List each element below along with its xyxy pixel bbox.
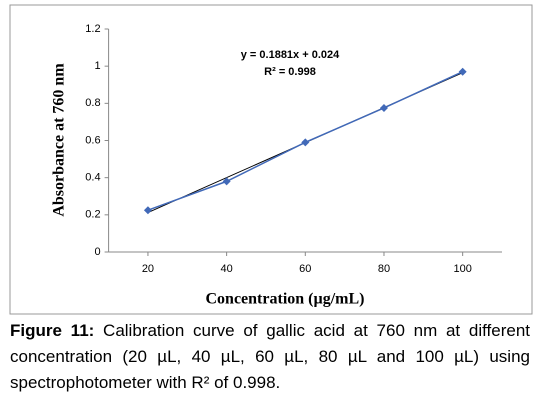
x-tick-label: 60: [299, 263, 311, 275]
y-tick-label: 1: [94, 60, 100, 72]
x-tick-label: 40: [220, 263, 232, 275]
data-point: [379, 103, 388, 112]
y-tick-label: 0: [94, 246, 100, 258]
caption-text: Calibration curve of gallic acid at 760 …: [10, 321, 530, 392]
caption-label: Figure 11:: [10, 321, 95, 340]
y-tick-label: 0.8: [85, 97, 100, 109]
data-point: [222, 177, 231, 186]
x-tick-label: 80: [378, 263, 390, 275]
x-tick-label: 20: [142, 263, 154, 275]
y-tick-label: 0.6: [85, 134, 100, 146]
caption: Figure 11: Calibration curve of gallic a…: [10, 318, 530, 396]
data-point: [143, 206, 152, 215]
chart: y = 0.1881x + 0.024 R² = 0.998 Concentra…: [9, 4, 533, 315]
equation: y = 0.1881x + 0.024: [241, 49, 340, 61]
y-tick-label: 0.2: [85, 209, 100, 221]
y-tick-label: 1.2: [85, 23, 100, 35]
y-axis-title: Absorbance at 760 nm: [51, 63, 68, 217]
data-point: [301, 138, 310, 147]
r-squared: R² = 0.998: [264, 66, 316, 78]
y-tick-label: 0.4: [85, 172, 100, 184]
data-point: [458, 67, 467, 76]
x-axis-title: Concentration (µg/mL): [206, 291, 365, 308]
x-tick-label: 100: [453, 263, 471, 275]
